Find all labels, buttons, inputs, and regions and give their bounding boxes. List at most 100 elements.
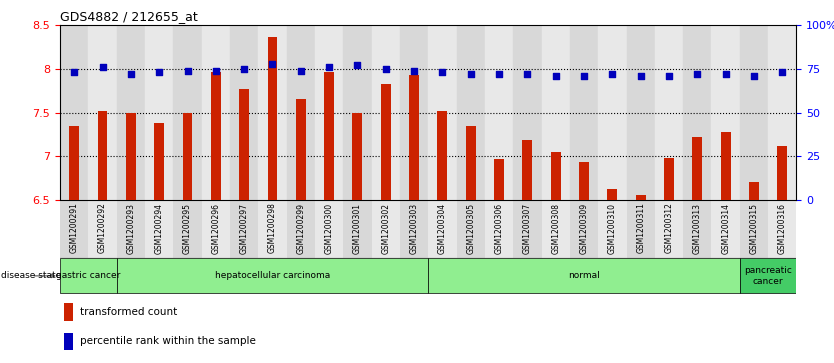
Point: [520, 71, 534, 77]
Point: [662, 73, 676, 79]
Bar: [485, 25, 513, 200]
Bar: [494, 159, 504, 200]
Point: [719, 71, 732, 77]
Bar: [570, 200, 598, 258]
Text: GSM1200308: GSM1200308: [551, 203, 560, 253]
Text: transformed count: transformed count: [80, 307, 178, 317]
Text: GSM1200306: GSM1200306: [495, 203, 504, 254]
Bar: [513, 25, 541, 200]
Bar: [570, 25, 598, 200]
Text: GSM1200312: GSM1200312: [665, 203, 674, 253]
Bar: [456, 200, 485, 258]
Text: percentile rank within the sample: percentile rank within the sample: [80, 336, 256, 346]
Bar: [768, 25, 796, 200]
Text: GSM1200300: GSM1200300: [324, 203, 334, 254]
Text: hepatocellular carcinoma: hepatocellular carcinoma: [215, 272, 330, 280]
Point: [238, 66, 251, 72]
Bar: [456, 25, 485, 200]
Bar: [485, 200, 513, 258]
Text: GSM1200310: GSM1200310: [608, 203, 617, 253]
Bar: [63, 333, 73, 350]
Bar: [287, 200, 315, 258]
Bar: [664, 158, 674, 200]
Bar: [683, 200, 711, 258]
Bar: [768, 200, 796, 258]
Text: GSM1200302: GSM1200302: [381, 203, 390, 253]
Bar: [550, 152, 560, 200]
Bar: [655, 200, 683, 258]
Point: [379, 66, 393, 72]
Bar: [145, 200, 173, 258]
Bar: [655, 25, 683, 200]
Text: GSM1200307: GSM1200307: [523, 203, 532, 254]
Bar: [711, 25, 740, 200]
Bar: [711, 200, 740, 258]
Text: GSM1200296: GSM1200296: [211, 203, 220, 253]
Bar: [683, 25, 711, 200]
Text: pancreatic
cancer: pancreatic cancer: [744, 266, 792, 286]
Bar: [117, 25, 145, 200]
Bar: [60, 25, 88, 200]
Bar: [315, 25, 344, 200]
Point: [747, 73, 761, 79]
Bar: [598, 25, 626, 200]
Text: GSM1200291: GSM1200291: [70, 203, 78, 253]
Bar: [372, 200, 400, 258]
Text: GSM1200314: GSM1200314: [721, 203, 730, 253]
Bar: [692, 137, 702, 200]
Bar: [372, 25, 400, 200]
Point: [634, 73, 647, 79]
Bar: [344, 25, 372, 200]
Point: [464, 71, 477, 77]
Bar: [353, 113, 363, 200]
Bar: [438, 111, 447, 200]
Bar: [465, 126, 475, 200]
Bar: [69, 126, 79, 200]
Bar: [324, 72, 334, 200]
Text: GSM1200313: GSM1200313: [693, 203, 702, 253]
Text: GSM1200293: GSM1200293: [127, 203, 135, 253]
Bar: [740, 25, 768, 200]
Text: GSM1200316: GSM1200316: [778, 203, 786, 253]
Point: [323, 64, 336, 70]
Point: [577, 73, 590, 79]
Bar: [259, 200, 287, 258]
Text: gastric cancer: gastric cancer: [56, 272, 121, 280]
Bar: [60, 200, 88, 258]
Bar: [88, 200, 117, 258]
Text: GSM1200311: GSM1200311: [636, 203, 646, 253]
Bar: [400, 200, 429, 258]
Bar: [740, 258, 796, 293]
Bar: [202, 25, 230, 200]
Bar: [60, 258, 117, 293]
Point: [691, 71, 704, 77]
Bar: [154, 123, 164, 200]
Bar: [117, 200, 145, 258]
Bar: [513, 200, 541, 258]
Point: [351, 62, 364, 68]
Bar: [296, 99, 306, 200]
Bar: [126, 113, 136, 200]
Bar: [211, 72, 221, 200]
Text: GSM1200298: GSM1200298: [268, 203, 277, 253]
Bar: [173, 200, 202, 258]
Point: [408, 68, 421, 74]
Bar: [183, 113, 193, 200]
Bar: [409, 75, 419, 200]
Point: [96, 64, 109, 70]
Bar: [315, 200, 344, 258]
Text: GSM1200304: GSM1200304: [438, 203, 447, 254]
Text: GSM1200305: GSM1200305: [466, 203, 475, 254]
Bar: [230, 200, 259, 258]
Text: GSM1200292: GSM1200292: [98, 203, 107, 253]
Text: GSM1200315: GSM1200315: [750, 203, 758, 253]
Point: [181, 68, 194, 74]
Point: [266, 61, 279, 67]
Bar: [740, 200, 768, 258]
Bar: [721, 132, 731, 200]
Bar: [598, 200, 626, 258]
Text: GSM1200294: GSM1200294: [154, 203, 163, 253]
Bar: [98, 111, 108, 200]
Point: [776, 70, 789, 76]
Bar: [607, 189, 617, 200]
